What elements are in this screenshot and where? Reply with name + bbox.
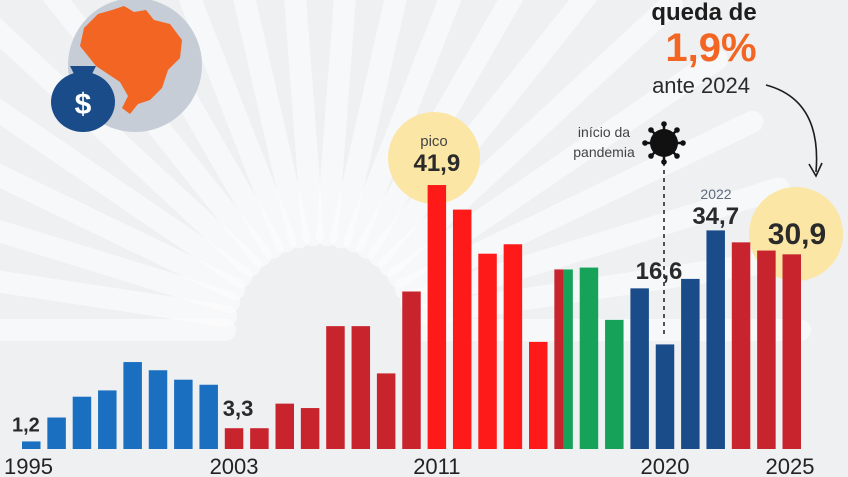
headline-line3: ante 2024 [652,73,750,98]
bar-1999 [123,362,142,449]
bar-2004 [250,428,269,449]
background-ray [399,177,790,313]
bars-group [22,185,801,449]
bar-2018 [605,319,624,449]
money-bag-icon: $ [51,66,115,132]
bar-2020 [655,344,675,449]
bar-1996 [47,417,66,449]
headline-percent: 1,9% [665,26,756,70]
background-ray [0,163,246,300]
x-tick-2011: 2011 [413,454,460,477]
bar-1997 [72,396,92,449]
svg-text:$: $ [75,88,92,121]
x-tick-2025: 2025 [766,454,815,477]
background-ray [233,0,310,249]
background-ray [316,0,356,247]
bar-2010 [402,291,421,449]
virus-icon [642,121,686,165]
value-label-2022: 34,7 [692,203,739,230]
background-ray [0,219,241,313]
bar-2007 [326,326,345,449]
background-ray [284,0,324,247]
bar-2001 [174,379,193,449]
bar-2003 [224,428,244,449]
arrow-head [808,162,823,178]
background-ray [330,0,407,249]
bar-2005 [275,403,294,449]
background-ray [0,270,238,327]
background-ray [343,0,462,253]
background-ray [0,98,253,288]
background-ray [368,0,598,267]
value-label-2011: 41,9 [413,150,460,177]
bar-2008 [351,326,371,449]
value-labels-group: 1,2 3,3 41,9 16,6 34,7 30,9 [12,150,826,436]
bar-2019 [630,288,649,449]
peak-label: pico [420,133,448,150]
x-axis-ticks: 1995 2003 2011 2020 2025 [4,454,814,477]
bar-2023 [731,242,751,449]
background-ray [402,247,806,327]
value-label-2003: 3,3 [223,396,254,421]
bar-2012 [452,209,472,449]
bar-2002 [199,384,218,449]
curved-arrow-icon [765,84,818,173]
value-label-2020: 16,6 [636,258,683,285]
bar-1995 [22,441,41,449]
x-tick-1995: 1995 [4,454,53,477]
bar-2013 [478,253,497,449]
background-ray [387,48,728,288]
bar-2025 [782,254,801,449]
bar-2011 [427,185,447,449]
bar-1998 [98,390,117,449]
bar-2017 [579,267,599,449]
bar-2024 [757,250,776,449]
bar-2006 [300,408,320,449]
bar-2015 [529,341,548,449]
bar-2014 [503,244,523,449]
x-tick-2020: 2020 [641,454,690,477]
year-2022-label: 2022 [700,186,731,202]
bar-2016-left [554,269,564,449]
money-brazil-illustration: $ [51,0,202,132]
bar-2022 [706,230,725,449]
bar-2021 [681,278,700,449]
bar-2016-right [563,269,573,449]
background-ray [356,0,524,259]
bar-2009 [376,373,396,449]
bar-2000 [148,370,168,449]
brazil-map-icon [80,6,182,114]
peak-highlight-circle [388,112,480,204]
pandemic-label-line2: pandemia [573,144,635,160]
pandemic-label-line1: início da [578,124,630,140]
value-label-2025: 30,9 [768,218,826,251]
value-label-1995: 1,2 [12,414,40,436]
headline-line1: queda de [651,0,756,26]
x-tick-2003: 2003 [210,454,259,477]
background-ray [0,18,262,277]
background-ray [178,0,297,253]
